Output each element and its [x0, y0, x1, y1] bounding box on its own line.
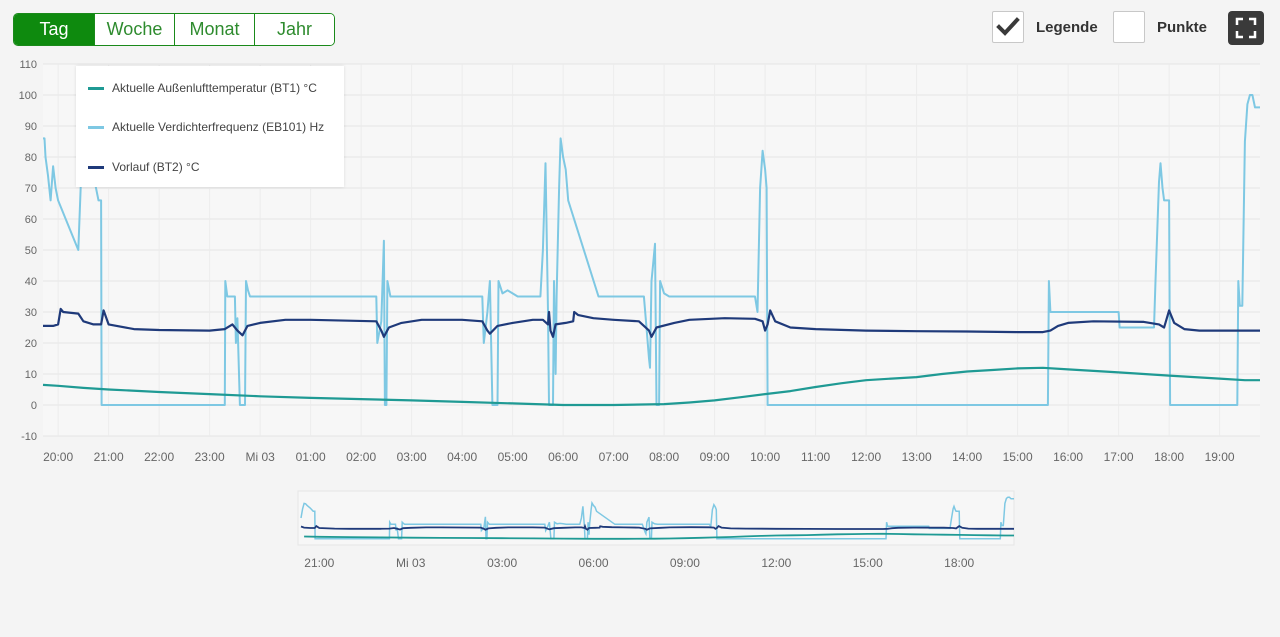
navigator-tick-label: 21:00 [304, 556, 334, 570]
x-tick-label: 20:00 [43, 450, 73, 464]
x-tick-label: 21:00 [94, 450, 124, 464]
chart-toolbar: Tag Woche Monat Jahr Legende Punkte [0, 0, 1280, 60]
navigator-tick-label: 18:00 [944, 556, 974, 570]
navigator-tick-label: 12:00 [761, 556, 791, 570]
legend-swatch-flow [88, 165, 104, 169]
navigator-tick-label: 09:00 [670, 556, 700, 570]
points-toggle-label: Punkte [1157, 18, 1208, 36]
navigator-line-flow [300, 523, 1014, 531]
x-tick-label: 13:00 [902, 450, 932, 464]
y-tick-label: 0 [31, 400, 37, 412]
series-line-outdoor[interactable] [42, 366, 1260, 407]
x-tick-label: 15:00 [1003, 450, 1033, 464]
x-tick-label: 16:00 [1053, 450, 1083, 464]
x-tick-label: 17:00 [1104, 450, 1134, 464]
navigator-line-compressor [300, 496, 1014, 540]
x-tick-label: 14:00 [952, 450, 982, 464]
legend-item-flow[interactable]: Vorlauf (BT2) °C [88, 157, 200, 177]
legend-swatch-outdoor [88, 86, 104, 90]
y-tick-label: 80 [25, 152, 37, 164]
range-tab-week[interactable]: Woche [94, 14, 174, 45]
legend-label-compressor: Aktuelle Verdichterfrequenz (EB101) Hz [112, 120, 325, 134]
chart-legend: Aktuelle Außenlufttemperatur (BT1) °C Ak… [76, 66, 344, 187]
navigator-line-outdoor [304, 532, 1014, 540]
y-tick-label: 40 [25, 276, 37, 288]
legend-checkbox[interactable] [992, 11, 1024, 43]
legend-toggle: Legende [992, 11, 1098, 43]
main-series [42, 94, 1260, 407]
legend-toggle-label: Legende [1036, 18, 1098, 36]
x-tick-label: 07:00 [599, 450, 629, 464]
navigator-window[interactable] [297, 490, 1015, 546]
range-selector: Tag Woche Monat Jahr [13, 13, 335, 46]
y-tick-label: 60 [25, 214, 37, 226]
points-checkbox[interactable] [1113, 11, 1145, 43]
legend-item-outdoor[interactable]: Aktuelle Außenlufttemperatur (BT1) °C [88, 78, 317, 98]
y-tick-label: 90 [25, 121, 37, 133]
fullscreen-icon [1235, 17, 1257, 39]
x-tick-label: 18:00 [1154, 450, 1184, 464]
x-tick-label: 06:00 [548, 450, 578, 464]
y-tick-label: 30 [25, 307, 37, 319]
range-tab-year[interactable]: Jahr [254, 14, 334, 45]
y-tick-label: 100 [19, 90, 37, 102]
legend-swatch-compressor [88, 125, 104, 129]
x-axis: 20:00 21:00 22:00 23:00 Mi 03 01:00 02:00 03:00… [43, 450, 1235, 464]
navigator-series [300, 496, 1014, 540]
navigator-x-axis: 21:00 Mi 03 03:00 06:00 09:00 12:00 15:00 18:00 [304, 556, 974, 570]
y-axis: -10 0 10 20 30 40 50 60 70 80 90 100 110 [19, 59, 37, 443]
x-tick-label: 10:00 [750, 450, 780, 464]
y-tick-label: 70 [25, 183, 37, 195]
x-tick-label: 01:00 [296, 450, 326, 464]
x-tick-label: 02:00 [346, 450, 376, 464]
range-tab-day[interactable]: Tag [14, 14, 94, 45]
y-tick-label: 110 [19, 59, 37, 71]
x-tick-label: 19:00 [1205, 450, 1235, 464]
x-tick-label: 08:00 [649, 450, 679, 464]
x-tick-label: Mi 03 [245, 450, 275, 464]
x-tick-label: 11:00 [801, 450, 830, 464]
y-tick-label: 20 [25, 338, 37, 350]
y-tick-label: 10 [25, 369, 37, 381]
legend-item-compressor[interactable]: Aktuelle Verdichterfrequenz (EB101) Hz [88, 117, 324, 137]
points-toggle: Punkte [1113, 11, 1207, 43]
y-tick-label: -10 [21, 431, 37, 443]
x-tick-label: 04:00 [447, 450, 477, 464]
legend-label-outdoor: Aktuelle Außenlufttemperatur (BT1) °C [112, 81, 317, 95]
x-tick-label: 22:00 [144, 450, 174, 464]
legend-label-flow: Vorlauf (BT2) °C [112, 160, 200, 174]
series-line-flow[interactable] [43, 307, 1260, 338]
navigator-tick-label: Mi 03 [396, 556, 426, 570]
navigator-chart[interactable]: 21:00 Mi 03 03:00 06:00 09:00 12:00 15:00 18:00 [0, 485, 1280, 585]
x-tick-label: 12:00 [851, 450, 881, 464]
navigator-tick-label: 15:00 [853, 556, 883, 570]
range-tab-month[interactable]: Monat [174, 14, 254, 45]
navigator-tick-label: 06:00 [579, 556, 609, 570]
x-tick-label: 09:00 [700, 450, 730, 464]
checkmark-icon [996, 17, 1020, 36]
x-tick-label: 23:00 [195, 450, 225, 464]
y-tick-label: 50 [25, 245, 37, 257]
x-tick-label: 03:00 [397, 450, 427, 464]
fullscreen-button[interactable] [1228, 11, 1264, 45]
x-tick-label: 05:00 [498, 450, 528, 464]
navigator-tick-label: 03:00 [487, 556, 517, 570]
